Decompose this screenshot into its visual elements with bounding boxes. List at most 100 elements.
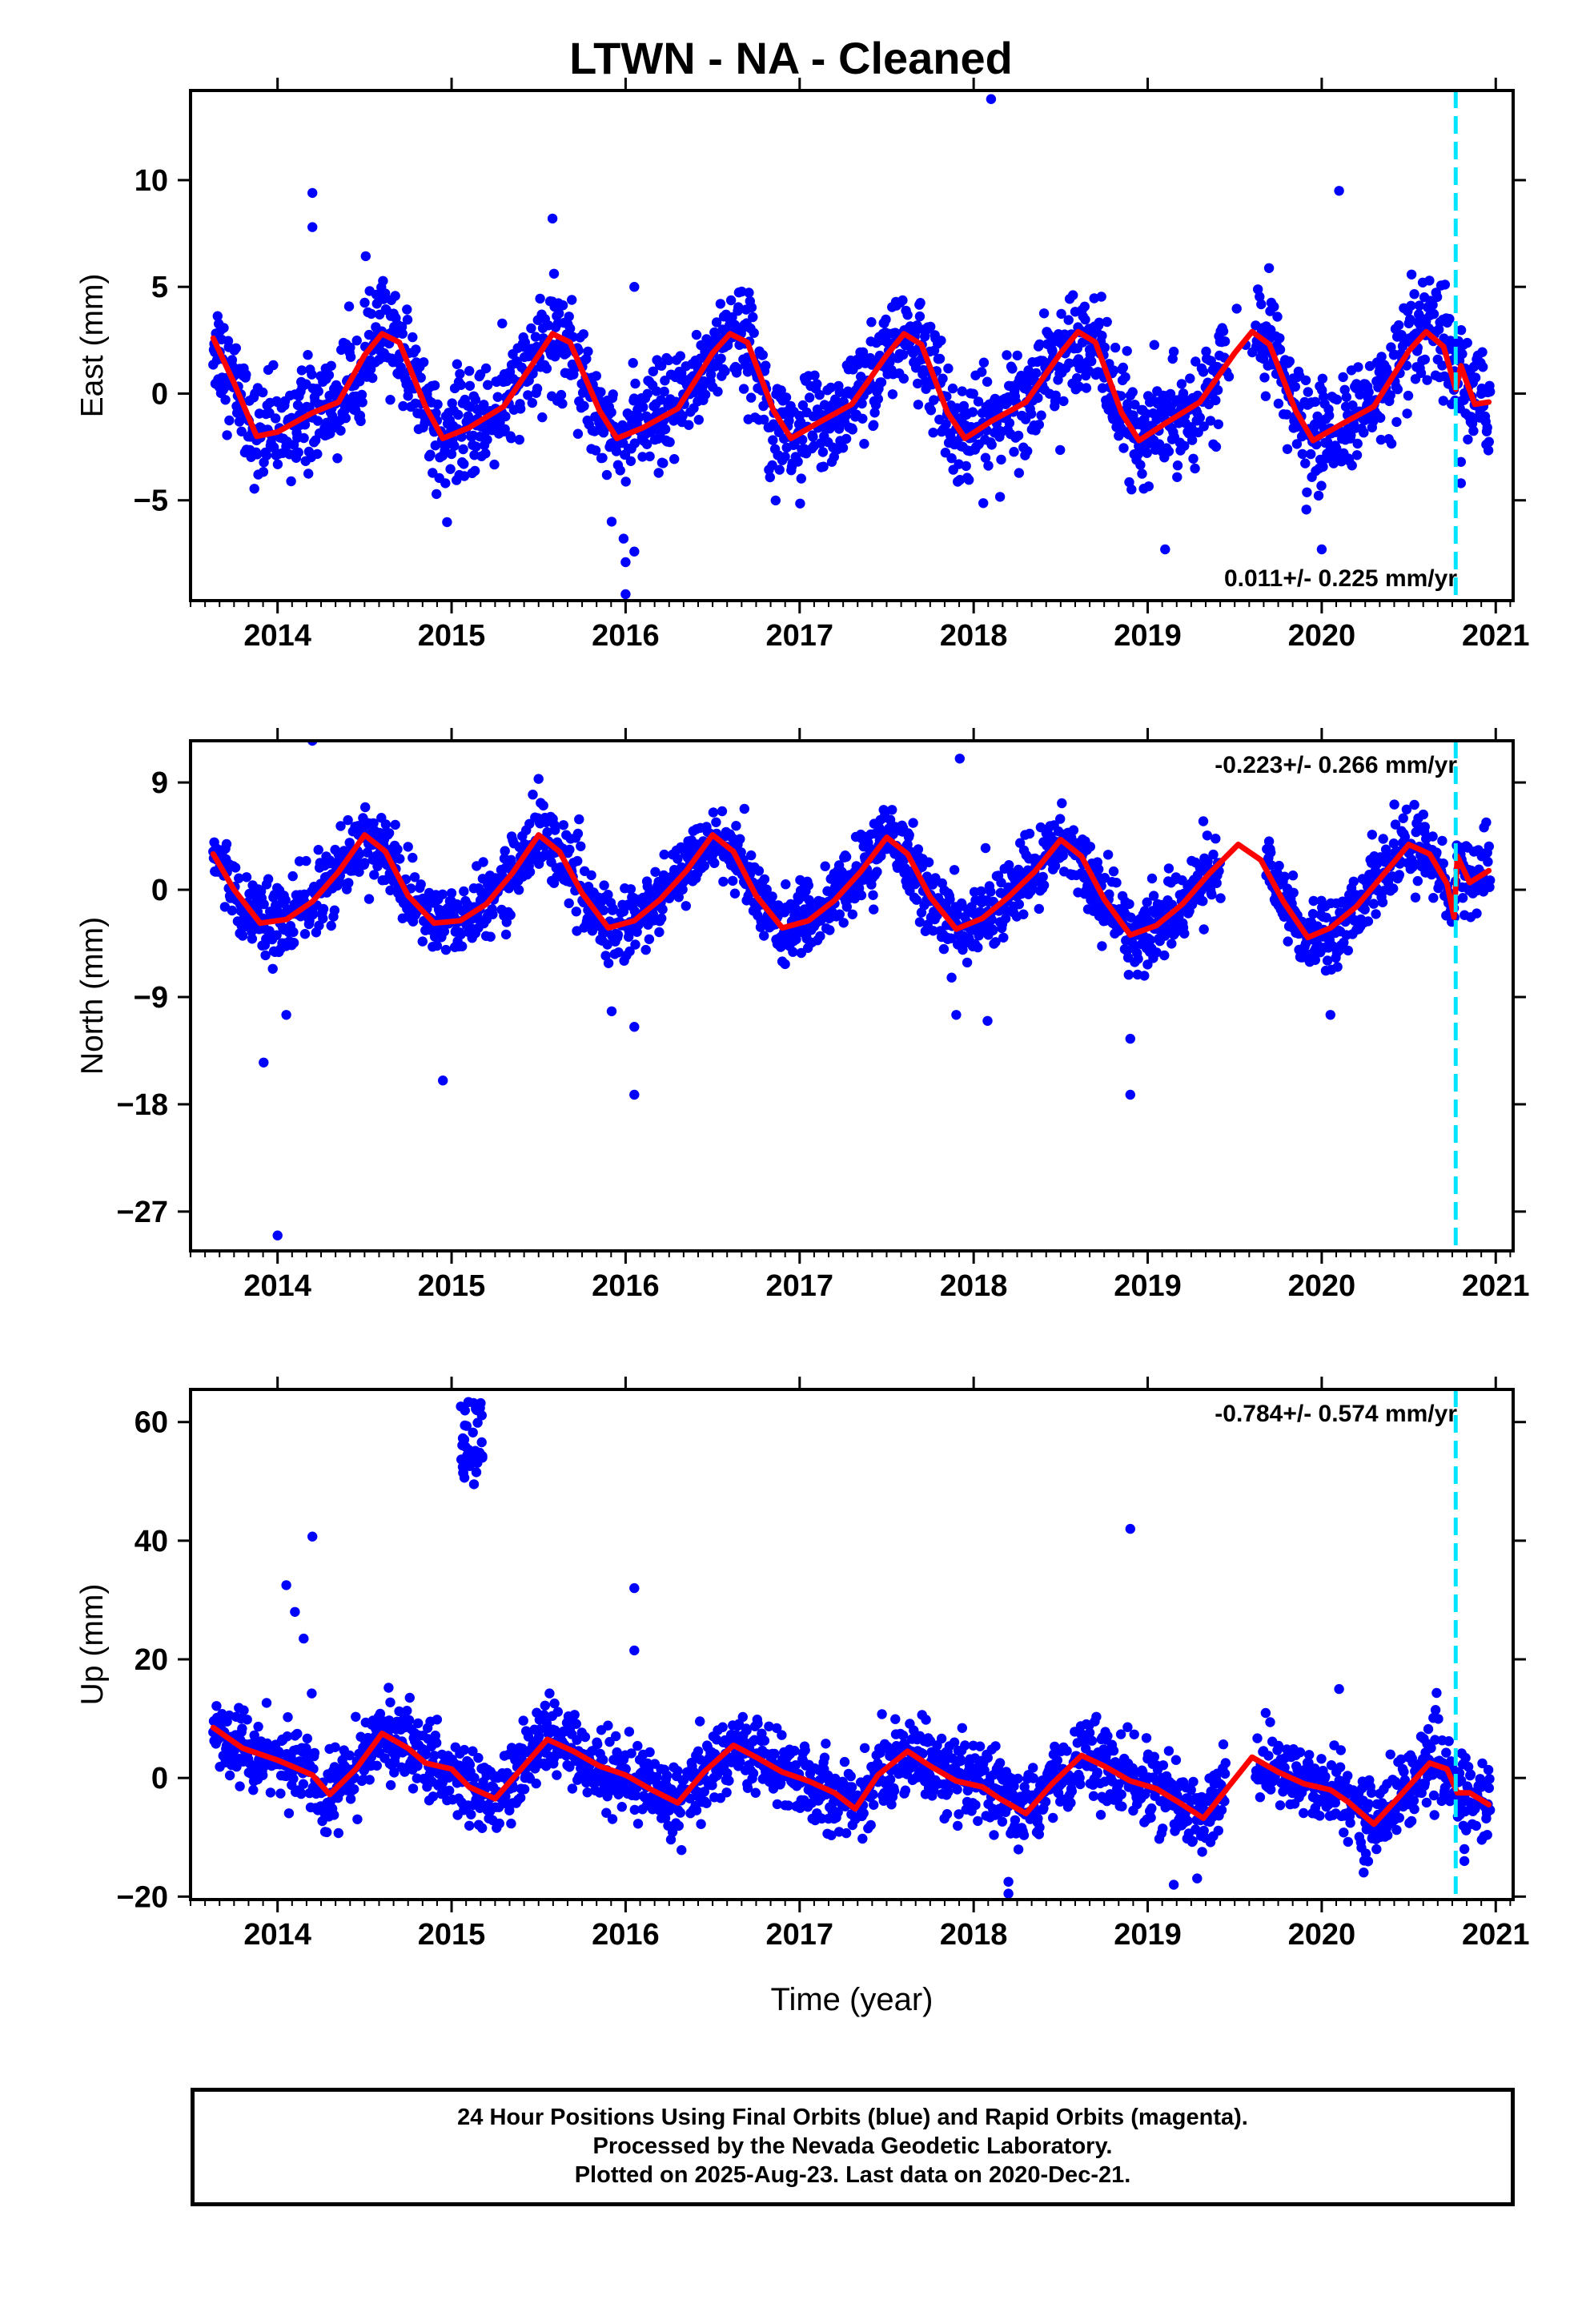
data-point xyxy=(359,858,370,868)
data-point xyxy=(607,1814,618,1824)
data-point xyxy=(1190,463,1200,474)
data-point xyxy=(876,377,887,388)
data-point xyxy=(552,1707,563,1717)
data-point xyxy=(961,460,971,472)
data-point xyxy=(1303,387,1314,397)
data-point xyxy=(530,332,541,342)
north-panel: 2014 2015 2016 2017 2018 2019 2020 202190−9−18−… xyxy=(75,728,1530,1303)
data-point xyxy=(375,1708,386,1719)
data-point xyxy=(748,312,758,323)
north-fit-line xyxy=(210,832,1492,941)
data-point xyxy=(419,357,429,368)
x-tick-label: 2016 xyxy=(592,1269,660,1303)
data-point xyxy=(385,395,396,405)
data-point xyxy=(389,1767,400,1778)
data-point xyxy=(603,958,614,969)
data-point xyxy=(1484,436,1495,447)
x-tick-label: 2019 xyxy=(1114,1269,1182,1303)
data-point xyxy=(949,865,960,875)
data-point xyxy=(492,392,503,402)
data-point xyxy=(345,1794,356,1804)
data-point xyxy=(362,847,373,858)
outlier-point xyxy=(1316,544,1327,555)
x-tick-label: 2015 xyxy=(418,619,486,653)
data-point xyxy=(761,360,771,371)
data-point xyxy=(590,445,601,456)
data-point xyxy=(753,866,765,876)
data-point xyxy=(307,369,317,380)
data-point xyxy=(1468,425,1479,436)
data-point xyxy=(1482,422,1492,433)
data-point xyxy=(1126,485,1137,495)
data-point xyxy=(809,370,820,380)
data-point xyxy=(519,1784,530,1795)
data-point xyxy=(1279,871,1290,882)
data-point xyxy=(1377,897,1388,908)
data-point xyxy=(497,318,508,329)
data-point xyxy=(385,885,396,896)
data-point xyxy=(928,428,938,438)
data-point xyxy=(352,1814,363,1824)
data-point xyxy=(494,1818,504,1829)
data-point xyxy=(857,398,867,409)
data-point xyxy=(1343,945,1354,956)
data-point xyxy=(598,1755,608,1765)
data-point xyxy=(749,328,759,338)
data-point xyxy=(1419,822,1431,832)
data-point xyxy=(1288,887,1299,899)
data-point xyxy=(1176,379,1187,389)
data-point xyxy=(994,492,1006,502)
data-point xyxy=(1445,336,1456,346)
data-point xyxy=(430,1731,440,1741)
data-point xyxy=(929,395,939,405)
data-point xyxy=(928,926,938,936)
data-point xyxy=(693,415,704,425)
data-point xyxy=(1102,316,1112,328)
data-point xyxy=(696,1819,706,1829)
data-point xyxy=(1148,891,1159,901)
x-tick-label: 2017 xyxy=(766,1269,834,1303)
data-point xyxy=(980,452,991,463)
data-point xyxy=(383,828,395,838)
data-point xyxy=(556,389,567,400)
outlier-point xyxy=(1160,544,1170,555)
data-point xyxy=(768,435,778,445)
data-point xyxy=(439,926,450,937)
data-point xyxy=(409,872,420,883)
data-point xyxy=(765,472,775,483)
data-point xyxy=(1478,362,1488,372)
data-point xyxy=(452,359,463,369)
data-point xyxy=(998,932,1009,943)
outlier-point xyxy=(606,517,617,527)
data-point xyxy=(398,400,408,412)
data-point xyxy=(299,929,311,939)
data-point xyxy=(219,323,229,333)
y-tick-label: 9 xyxy=(151,766,168,800)
data-point xyxy=(644,1747,655,1758)
data-point xyxy=(866,317,877,328)
y-tick-label: −27 xyxy=(117,1196,168,1229)
data-point xyxy=(996,877,1006,888)
data-point xyxy=(1198,816,1209,826)
data-point xyxy=(371,1760,382,1771)
data-point xyxy=(224,415,235,426)
data-point xyxy=(1026,408,1037,419)
data-point xyxy=(1355,389,1365,400)
data-point xyxy=(1266,847,1276,858)
data-point xyxy=(355,416,366,427)
data-point xyxy=(1316,480,1327,491)
data-point xyxy=(1306,448,1316,460)
data-point xyxy=(464,366,475,376)
data-point xyxy=(887,805,897,815)
data-point xyxy=(1211,441,1222,452)
data-point xyxy=(1211,878,1222,889)
chart-title: LTWN - NA - Cleaned xyxy=(569,33,1013,83)
data-point xyxy=(1275,333,1285,344)
data-point xyxy=(665,436,675,448)
data-point xyxy=(500,846,510,856)
data-point xyxy=(945,894,955,905)
data-point xyxy=(395,854,405,864)
east-y-axis-label: East (mm) xyxy=(75,274,110,418)
data-point xyxy=(897,295,908,306)
data-point xyxy=(724,1775,734,1786)
